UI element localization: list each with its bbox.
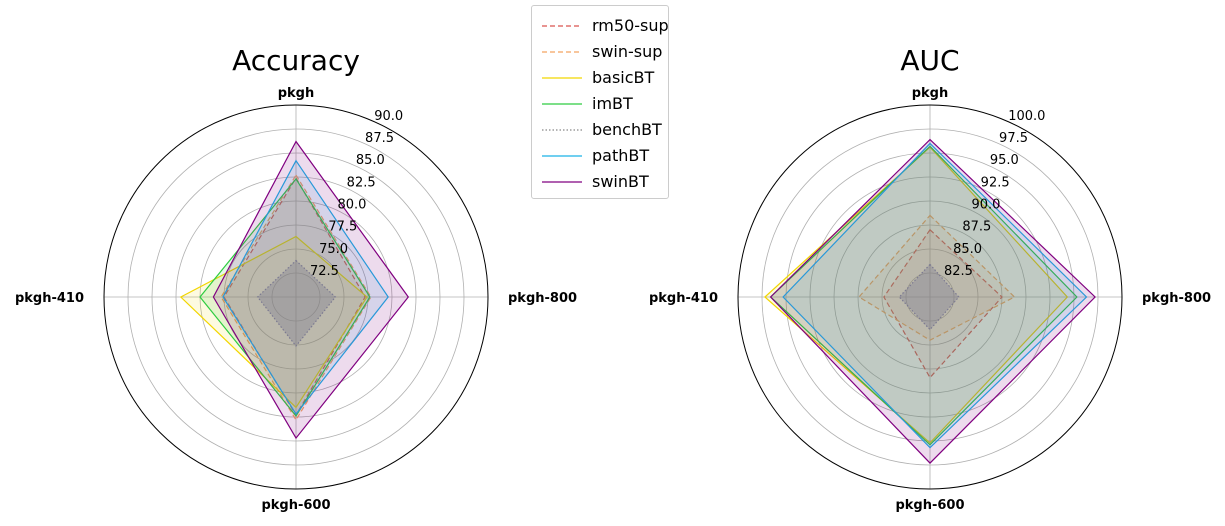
legend-label: swinBT [592, 172, 649, 191]
series-swin-sup [220, 173, 372, 422]
axis-label-pkgh-800: pkgh-800 [1142, 291, 1211, 306]
legend-item-pathbt: pathBT [532, 143, 668, 169]
radial-tick-label: 82.5 [347, 175, 376, 190]
radial-tick-label: 97.5 [999, 131, 1028, 146]
polar-frame [737, 104, 1123, 490]
series-basicbt [179, 235, 368, 409]
legend-item-swin-sup: swin-sup [532, 39, 668, 65]
radar-panel-accuracy: 72.5 75.0 77.5 80.0 82.5 85.0 87.5 90.0 pkgh pkgh… [15, 44, 577, 513]
axis-label-pkgh-800: pkgh-800 [508, 291, 577, 306]
radial-tick-label: 72.5 [310, 264, 339, 279]
legend-item-imbt: imBT [532, 91, 668, 117]
legend-item-basicbt: basicBT [532, 65, 668, 91]
chart-title: Accuracy [232, 44, 360, 77]
series-swin-sup [858, 214, 1016, 341]
axis-label-pkgh: pkgh [912, 86, 949, 101]
radial-tick-label: 87.5 [365, 131, 394, 146]
radial-tick-label: 77.5 [328, 220, 357, 235]
series-swinbt [769, 138, 1096, 464]
radial-tick-label: 90.0 [374, 109, 403, 124]
radial-tick-label: 87.5 [962, 220, 991, 235]
series-imbt [769, 145, 1078, 446]
radial-tick-label: 82.5 [944, 264, 973, 279]
radial-tick-label: 80.0 [338, 197, 367, 212]
legend: rm50-sup swin-sup basicBT imBT benchBT p… [531, 5, 669, 199]
radial-tick-label: 85.0 [953, 242, 982, 257]
radial-tick-label: 100.0 [1008, 109, 1045, 124]
chart-title: AUC [900, 44, 959, 77]
legend-item-swinbt: swinBT [532, 169, 668, 195]
legend-label: imBT [592, 94, 633, 113]
axis-label-pkgh-410: pkgh-410 [15, 291, 84, 306]
radial-tick-label: 95.0 [990, 153, 1019, 168]
legend-item-benchbt: benchBT [532, 117, 668, 143]
legend-label: basicBT [592, 68, 655, 87]
radial-tick-label: 92.5 [981, 175, 1010, 190]
legend-label: swin-sup [592, 42, 663, 61]
legend-label: rm50-sup [592, 16, 669, 35]
legend-label: benchBT [592, 120, 662, 139]
series-benchbt [898, 263, 960, 331]
series-benchbt [256, 259, 337, 347]
series-pathbt [782, 142, 1088, 449]
radial-tick-label: 85.0 [356, 153, 385, 168]
series-pathbt [222, 159, 389, 416]
axis-label-pkgh-600: pkgh-600 [895, 498, 964, 513]
series-swinbt [212, 140, 410, 440]
legend-item-rm50-sup: rm50-sup [532, 13, 669, 39]
series-basicbt [764, 146, 1069, 444]
polar-frame [103, 104, 489, 490]
radial-tick-label: 90.0 [972, 197, 1001, 212]
axis-label-pkgh: pkgh [278, 86, 315, 101]
radar-panel-auc: 82.5 85.0 87.5 90.0 92.5 95.0 97.5 100.0 pkgh pkg… [649, 44, 1211, 513]
axis-label-pkgh-410: pkgh-410 [649, 291, 718, 306]
radial-tick-label: 75.0 [319, 242, 348, 257]
axis-label-pkgh-600: pkgh-600 [261, 498, 330, 513]
series-imbt [199, 177, 371, 418]
legend-label: pathBT [592, 146, 650, 165]
series-rm50-sup [883, 228, 1003, 379]
